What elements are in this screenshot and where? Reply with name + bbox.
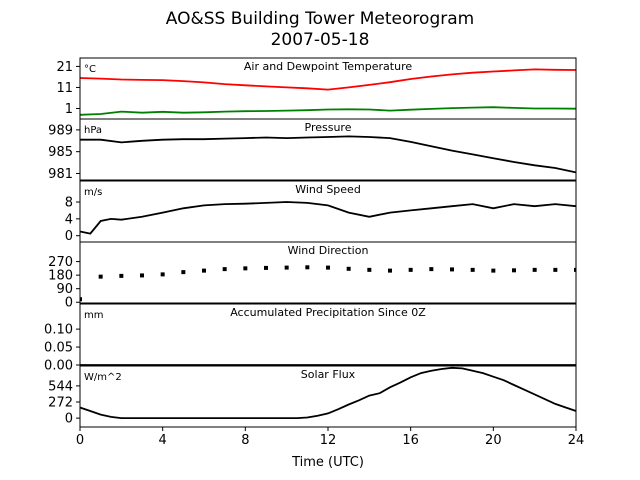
y-tick-label: 0 [65, 412, 73, 427]
y-tick-label: 270 [48, 255, 73, 270]
wind-direction-series-1-point [243, 266, 248, 271]
pressure-series-1-line [80, 135, 576, 174]
x-tick-label: 20 [485, 433, 502, 448]
panel-unit-label: W/m^2 [84, 372, 122, 383]
panel-pressure: 989 985 981 Pressure hPa [48, 118, 577, 182]
x-tick-label: 16 [402, 433, 419, 448]
panel-frame [79, 241, 577, 304]
y-tick-label: 90 [56, 282, 73, 297]
y-tick-label: 0.10 [44, 323, 73, 338]
x-axis: 0 4 8 12 16 20 24 [76, 427, 584, 448]
wind-direction-series-1-point [222, 267, 227, 272]
y-tick-label: 0 [65, 296, 73, 311]
panel-unit-label: mm [84, 310, 103, 321]
y-tick-label: 21 [56, 60, 73, 75]
x-tick-label: 0 [76, 433, 84, 448]
wind-direction-series-1-point [181, 270, 186, 275]
panel-title: Solar Flux [301, 368, 356, 381]
panel-unit-label: m/s [84, 187, 102, 198]
y-tick-label: 1 [65, 102, 73, 117]
air-and-dewpoint-temperature-series-1-line [80, 68, 576, 91]
y-tick-label: 985 [48, 145, 73, 160]
panel-title: Wind Speed [295, 183, 361, 196]
y-tick-label: 989 [48, 123, 73, 138]
x-tick-label: 12 [320, 433, 337, 448]
wind-direction-series-1-point [429, 267, 434, 272]
panel-title: Pressure [305, 121, 352, 134]
panel-frame [79, 118, 577, 181]
panel-title: Air and Dewpoint Temperature [244, 60, 412, 73]
wind-direction-series-1-point [140, 273, 144, 278]
y-tick-label: 981 [48, 167, 73, 182]
wind-direction-series-1-point [80, 297, 82, 302]
wind-direction-series-1-point [388, 268, 392, 273]
y-tick-label: 0.05 [44, 341, 73, 356]
panel-unit-label: hPa [84, 125, 102, 136]
figure-date: 2007-05-18 [271, 30, 370, 50]
wind-direction-series-1-point [367, 267, 372, 272]
figure-title: AO&SS Building Tower Meteorogram [166, 9, 474, 29]
panel-wind-speed: 84 0 Wind Speed m/s [65, 180, 577, 244]
y-tick-label: 11 [56, 81, 73, 96]
y-tick-label: 8 [65, 196, 73, 211]
panel-unit-label: °C [84, 64, 96, 75]
wind-direction-series-1-point [264, 265, 268, 270]
y-tick-label: 272 [48, 396, 73, 411]
x-tick-label: 24 [568, 433, 585, 448]
wind-direction-series-1-point [202, 268, 206, 273]
wind-direction-series-1-point [160, 272, 165, 277]
y-tick-label: 0.00 [44, 359, 73, 374]
wind-direction-series-1-point [98, 274, 103, 279]
wind-direction-series-1-point [574, 267, 576, 272]
wind-direction-series-1-point [305, 265, 310, 270]
y-tick-label: 4 [65, 212, 73, 227]
wind-direction-series-1-point [326, 265, 330, 270]
wind-direction-series-1-point [532, 267, 537, 272]
wind-direction-series-1-point [408, 267, 413, 272]
y-tick-label: 180 [48, 269, 73, 284]
wind-direction-series-1-point [119, 273, 124, 278]
x-axis-label: Time (UTC) [291, 455, 364, 470]
wind-direction-series-1-point [491, 268, 496, 273]
wind-direction-series-1-point [450, 267, 454, 272]
y-tick-label: 544 [48, 379, 73, 394]
panel-title: Accumulated Precipitation Since 0Z [230, 306, 426, 319]
wind-direction-series-1-point [284, 265, 289, 270]
panel-frame [79, 303, 577, 366]
wind-direction-series-1-point [346, 266, 351, 271]
y-tick-label: 0 [65, 229, 73, 244]
panel-title: Wind Direction [288, 244, 369, 257]
x-tick-label: 8 [241, 433, 249, 448]
panel-accumulated-precipitation-since-0z: 0.10 0.05 0.00 Accumulated Precipitation Si… [44, 303, 577, 374]
x-tick-label: 4 [159, 433, 167, 448]
wind-direction-series-1-point [512, 268, 516, 273]
wind-direction-series-1-point [470, 267, 475, 272]
solar-flux-series-1-line [80, 366, 576, 420]
wind-speed-series-1-line [80, 201, 576, 235]
wind-direction-series-1-point [553, 267, 558, 272]
air-and-dewpoint-temperature-series-2-line [80, 106, 576, 116]
